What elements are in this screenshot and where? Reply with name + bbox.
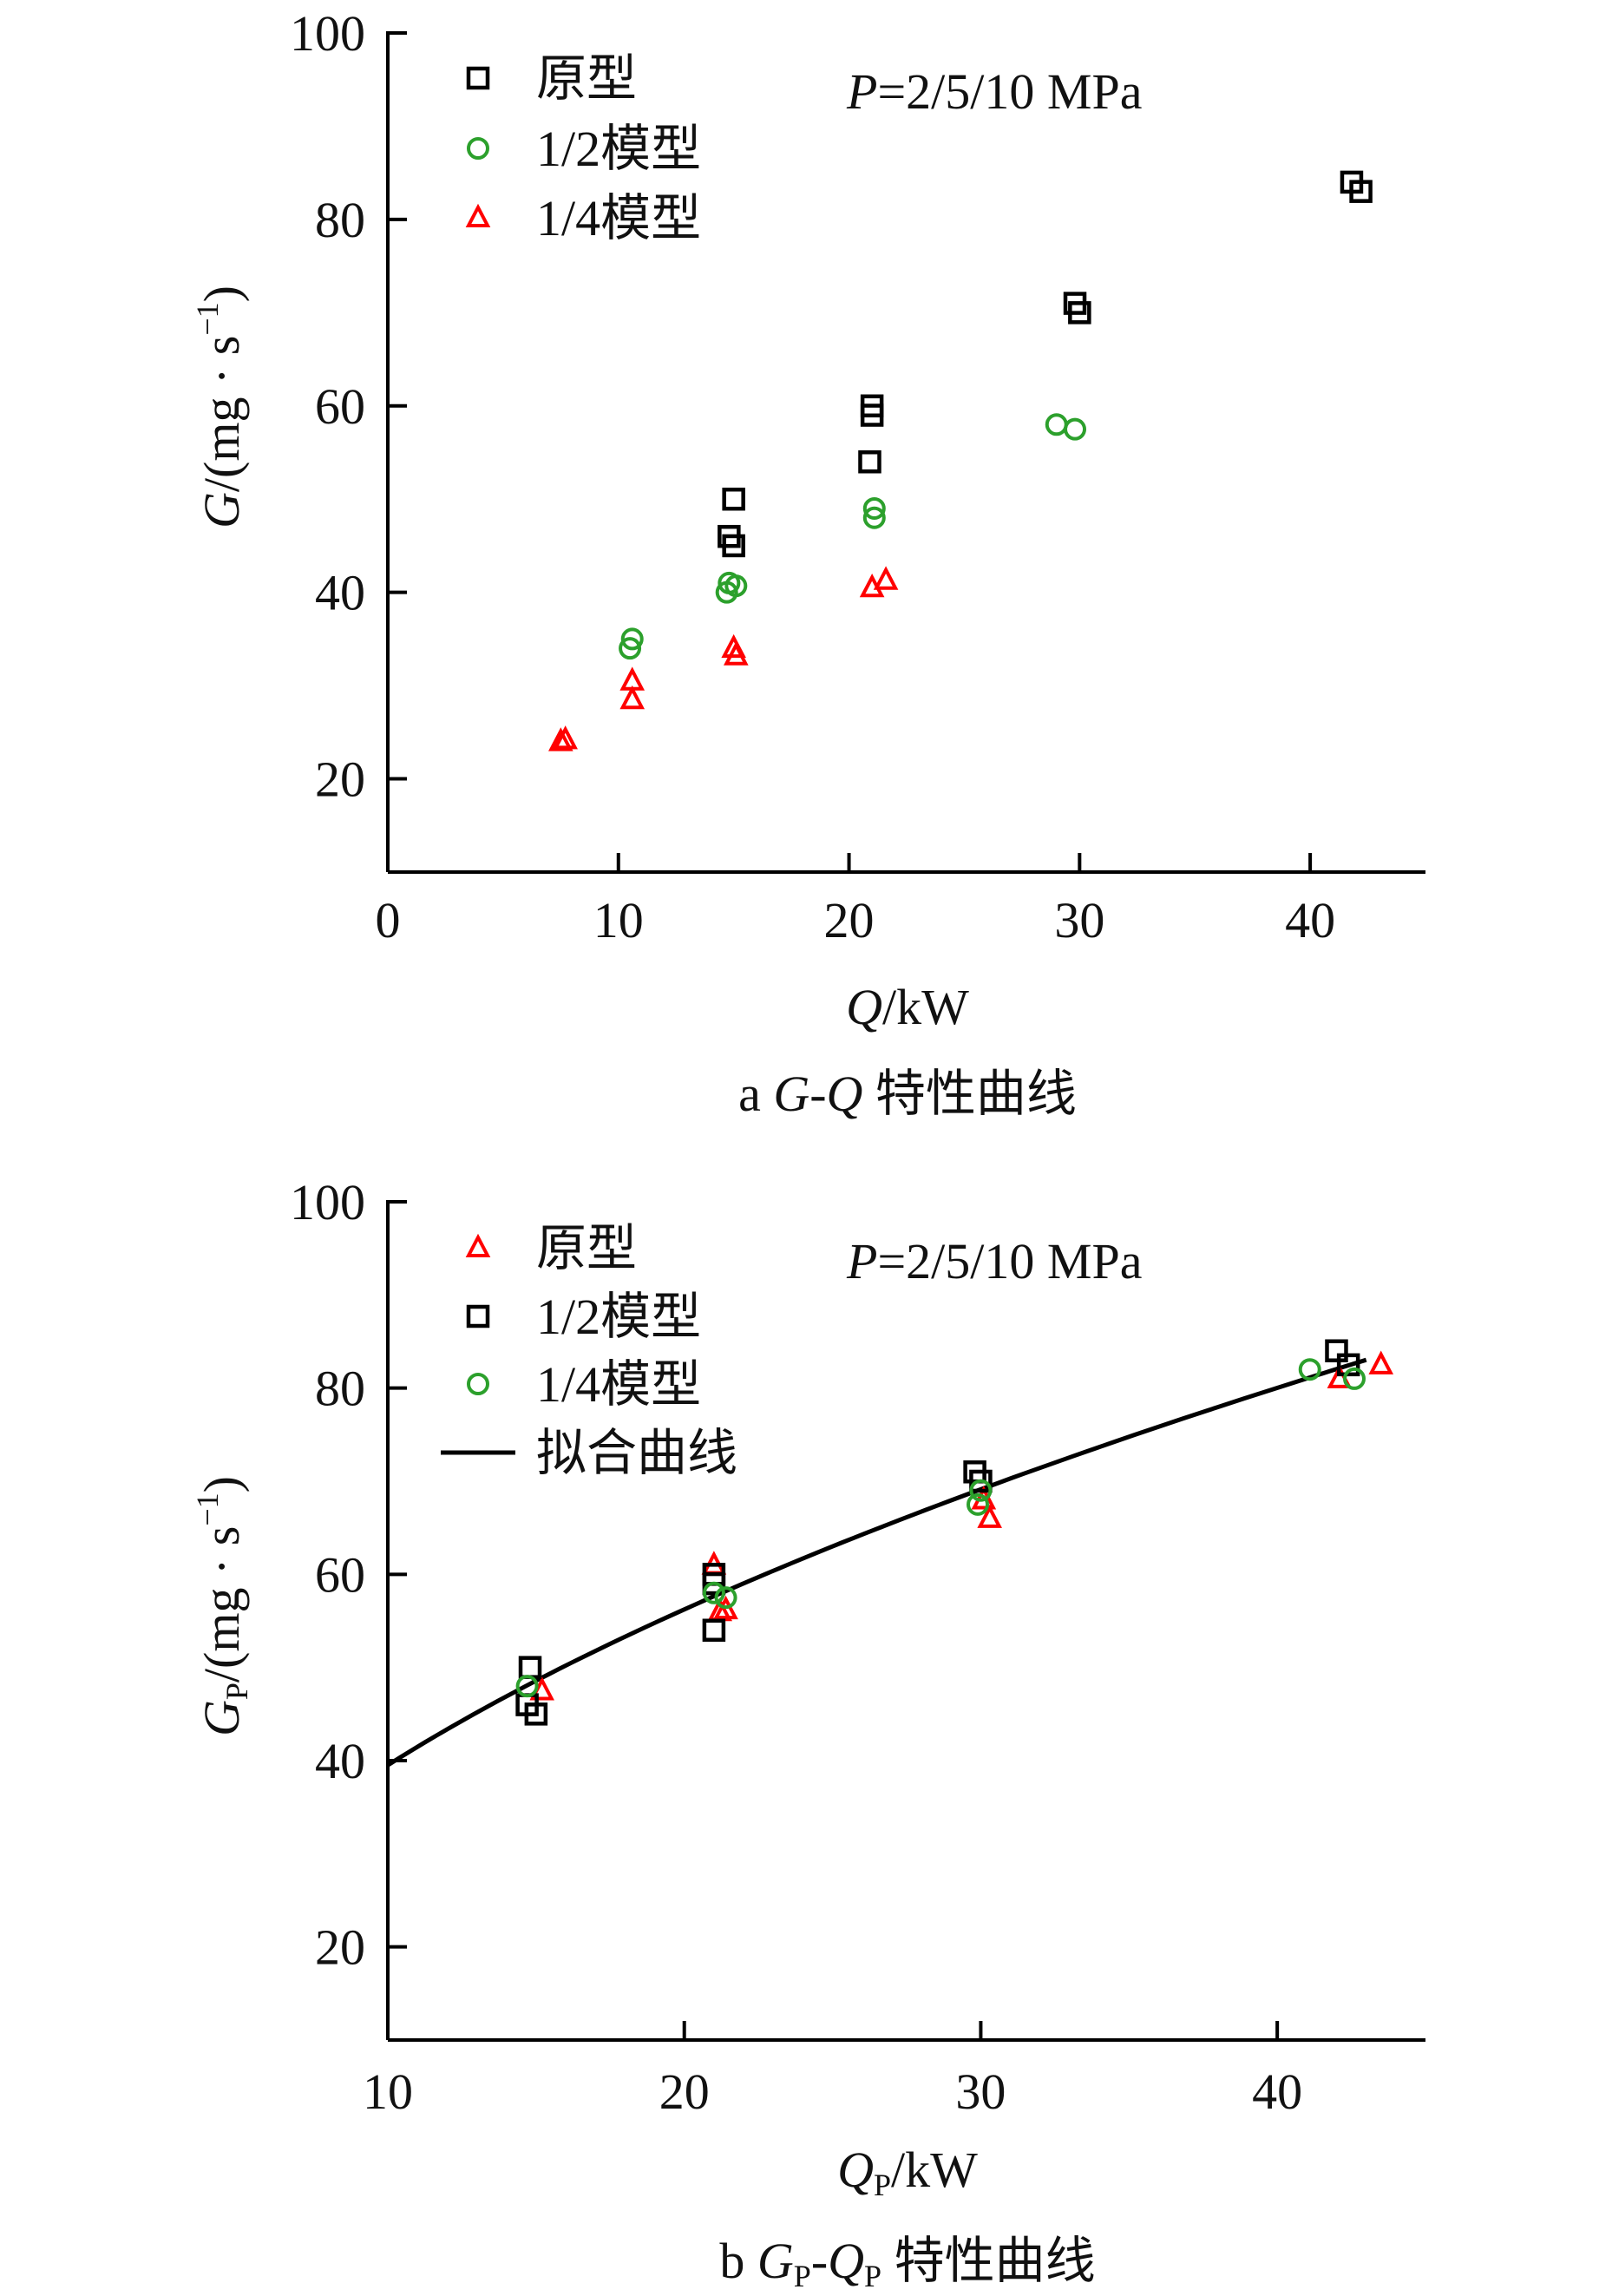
series-1 [619, 413, 1087, 660]
data-point [702, 1581, 725, 1604]
legend-label: 1/2模型 [536, 1289, 701, 1345]
x-axis-label: QP/kW [837, 2142, 978, 2202]
data-point [722, 487, 745, 511]
data-point [702, 1571, 726, 1596]
legend-marker-circle-icon [467, 137, 489, 160]
data-point [1368, 1350, 1394, 1374]
x-tick-label: 20 [659, 2063, 710, 2120]
data-point [518, 1656, 542, 1679]
data-point [553, 725, 578, 750]
x-tick-label: 30 [1054, 892, 1104, 948]
legend-marker-square-icon [466, 1304, 490, 1328]
legend-label: 原型 [536, 50, 637, 107]
data-point [1068, 301, 1091, 325]
data-point [1349, 180, 1373, 203]
data-point [862, 506, 886, 529]
legend: 原型 1/2模型 1/4模型 [465, 50, 701, 246]
x-tick-label: 40 [1252, 2063, 1302, 2120]
x-axis-label: Q/kW [846, 979, 969, 1035]
legend-label: 1/4模型 [536, 190, 701, 246]
y-axis-label: GP/(mg · s−1) [190, 1476, 254, 1736]
legend-label: 1/4模型 [536, 1356, 701, 1413]
pressure-annotation: P=2/5/10 MPa [846, 63, 1142, 120]
y-tick-label: 80 [315, 1361, 365, 1417]
y-tick-label: 80 [315, 192, 365, 248]
data-point [620, 627, 644, 651]
y-axis-label: G/(mg · s−1) [190, 285, 250, 528]
data-point [619, 637, 642, 660]
data-point [548, 727, 573, 751]
legend-label: 原型 [536, 1220, 637, 1276]
data-point [967, 1492, 990, 1516]
data-point [1336, 1353, 1360, 1377]
x-tick-label: 20 [824, 892, 875, 948]
series-2 [548, 566, 899, 751]
data-point [858, 449, 881, 474]
x-tick-label: 10 [363, 2063, 413, 2120]
data-point [1298, 1358, 1321, 1381]
y-tick-label: 40 [315, 565, 365, 621]
data-point [524, 1702, 548, 1726]
figure-caption: a G-Q 特性曲线 [738, 1066, 1077, 1122]
data-point [702, 1618, 726, 1642]
legend-label: 拟合曲线 [536, 1425, 737, 1481]
data-point [977, 1504, 1002, 1528]
pressure-annotation: P=2/5/10 MPa [846, 1233, 1142, 1289]
x-tick-label: 10 [593, 892, 644, 948]
x-tick-label: 40 [1285, 892, 1335, 948]
data-point [969, 1469, 993, 1493]
y-tick-label: 60 [315, 378, 365, 435]
data-point [873, 566, 899, 590]
y-tick-label: 100 [290, 1174, 365, 1230]
chart-a: 20 40 60 80 100 0 10 20 30 40 原型 1/2模型 1/4模型 P=2/5/10… [190, 5, 1425, 1122]
legend-marker-triangle-icon [465, 203, 491, 227]
data-point [1325, 1339, 1348, 1362]
y-tick-label: 20 [315, 1919, 365, 1976]
data-point [862, 496, 886, 520]
data-point [715, 581, 738, 604]
x-tick-label: 0 [376, 892, 401, 948]
data-point [1045, 413, 1068, 436]
series-2 [515, 1358, 1366, 1698]
legend-marker-triangle-icon [465, 1233, 491, 1257]
legend-label: 1/2模型 [536, 121, 701, 177]
figure-caption: b GP-QP 特性曲线 [719, 2233, 1095, 2293]
y-tick-label: 20 [315, 751, 365, 808]
data-point [1342, 1367, 1366, 1390]
data-point [724, 641, 749, 666]
data-point [969, 1479, 993, 1502]
data-point [714, 1586, 737, 1610]
data-point [860, 403, 884, 427]
y-tick-label: 100 [290, 5, 365, 62]
data-point [619, 685, 645, 710]
y-tick-label: 60 [315, 1546, 365, 1603]
series-0 [718, 170, 1373, 558]
y-tick-label: 40 [315, 1733, 365, 1789]
data-point [1064, 417, 1087, 441]
legend-marker-circle-icon [467, 1373, 489, 1395]
fit-curve [386, 1357, 1367, 1768]
data-point [713, 1595, 738, 1620]
data-point [515, 1675, 539, 1698]
data-point [722, 534, 745, 558]
x-tick-label: 30 [955, 2063, 1006, 2120]
legend-marker-square-icon [466, 66, 490, 90]
